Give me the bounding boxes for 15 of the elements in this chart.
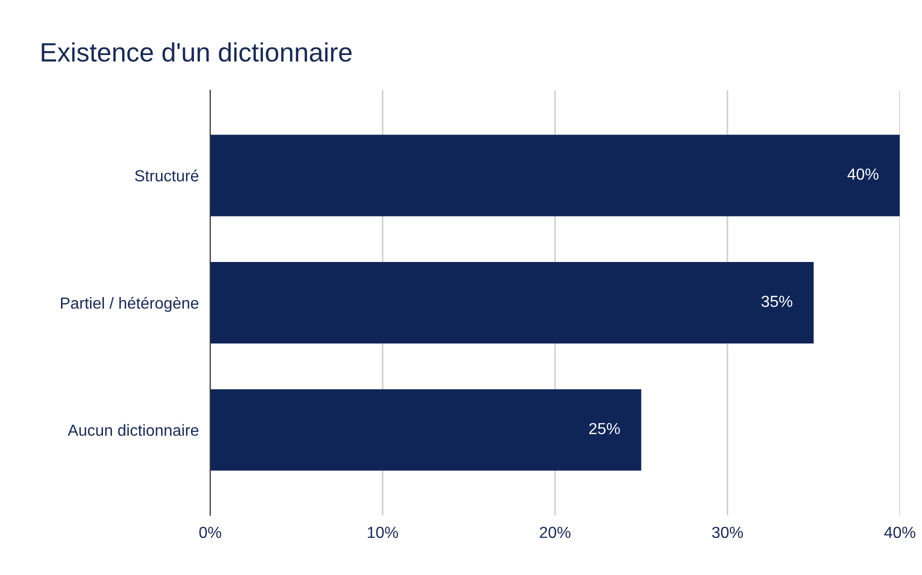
x-tick-label: 30% <box>712 526 743 538</box>
y-tick-label: Structuré <box>135 170 198 182</box>
x-tick-label: 0% <box>199 526 222 538</box>
bar <box>210 389 642 471</box>
x-tick-label: 10% <box>368 526 398 538</box>
bar <box>210 134 900 216</box>
data-label: 35% <box>761 296 792 308</box>
x-tick-label: 40% <box>884 526 916 538</box>
x-tick-label: 20% <box>540 526 570 538</box>
bar <box>210 262 814 344</box>
data-label: 25% <box>589 422 620 434</box>
data-label: 40% <box>847 168 878 180</box>
chart-title: Existence d'un dictionnaire <box>42 42 352 62</box>
y-tick-label: Partiel / hétérogène <box>61 296 198 312</box>
y-tick-label: Aucun dictionnaire <box>68 424 198 436</box>
